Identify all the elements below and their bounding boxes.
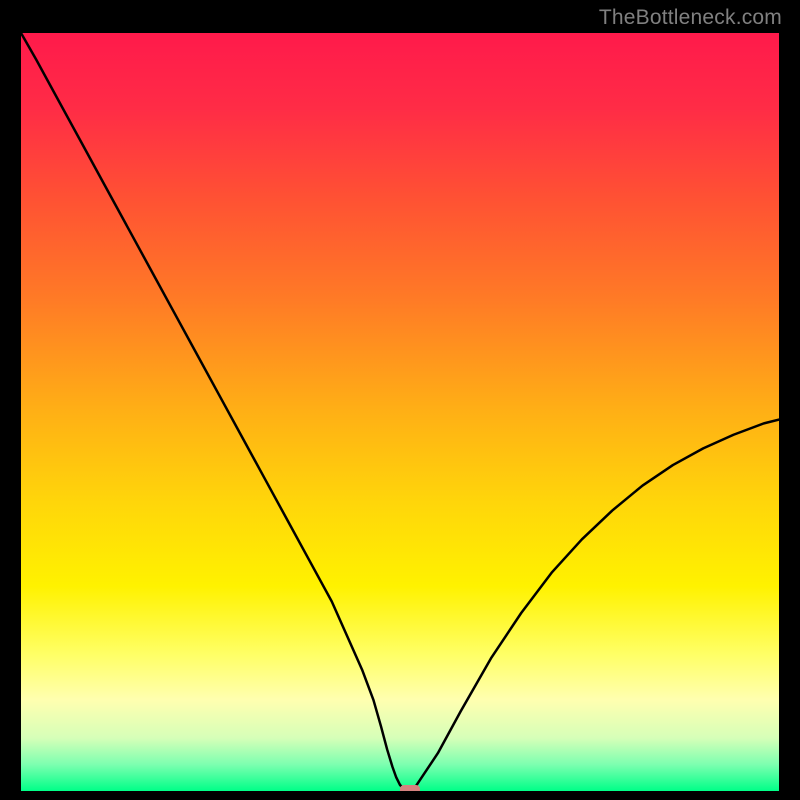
gradient-background xyxy=(21,33,779,791)
watermark-text: TheBottleneck.com xyxy=(599,6,782,30)
chart-svg xyxy=(21,33,779,791)
current-config-marker xyxy=(400,785,420,791)
plot-area xyxy=(21,33,779,791)
